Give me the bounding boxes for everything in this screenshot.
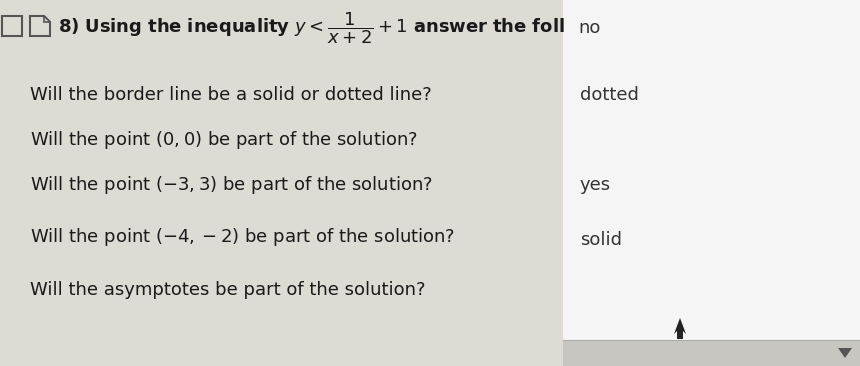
Text: yes: yes [580, 176, 611, 194]
Bar [2, 16, 22, 36]
Text: no: no [578, 19, 600, 37]
Text: Will the point $(0, 0)$ be part of the solution?: Will the point $(0, 0)$ be part of the s… [30, 129, 418, 151]
Text: Will the border line be a solid or dotted line?: Will the border line be a solid or dotte… [30, 86, 432, 104]
Polygon shape [44, 16, 50, 22]
Bar [563, 0, 860, 340]
Text: Will the point $(-4, -2)$ be part of the solution?: Will the point $(-4, -2)$ be part of the… [30, 226, 455, 248]
Polygon shape [838, 348, 852, 358]
Polygon shape [674, 318, 686, 339]
Text: Will the asymptotes be part of the solution?: Will the asymptotes be part of the solut… [30, 281, 426, 299]
Bar [563, 340, 860, 366]
Text: $\mathbf{8)}$ $\bf{Using\ the\ inequality\ }$$y < \dfrac{1}{x+2} + 1$$\bf{\ answ: $\mathbf{8)}$ $\bf{Using\ the\ inequalit… [58, 10, 565, 46]
Text: solid: solid [580, 231, 622, 249]
Text: Will the point $(-3, 3)$ be part of the solution?: Will the point $(-3, 3)$ be part of the … [30, 174, 433, 196]
Text: dotted: dotted [580, 86, 639, 104]
